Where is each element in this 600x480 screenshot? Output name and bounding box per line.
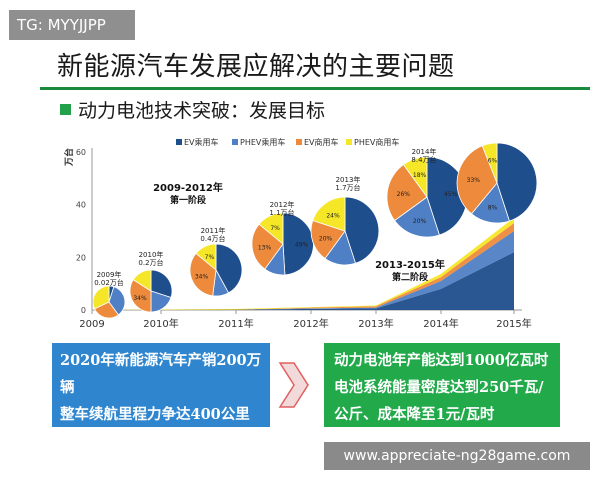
pie-slice-label: 20%: [413, 218, 427, 225]
pie-slice-label: 45%: [444, 191, 458, 198]
x-tick-label: 2014年: [423, 317, 458, 330]
pie-slice-label: 34%: [195, 274, 209, 281]
pie-year-label: 2012年: [270, 200, 295, 209]
pie-slice: [496, 142, 538, 222]
goal-line: 动力电池年产能达到1000亿瓦时: [334, 352, 549, 369]
title-divider: [40, 87, 590, 90]
goal-line: 2020年新能源汽车产销200万辆: [60, 352, 262, 396]
pie-sales-label: 0.2万台: [138, 258, 163, 267]
pie-slice: [481, 142, 498, 184]
goals-box-battery: 动力电池年产能达到1000亿瓦时 电池系统能量密度达到250千瓦/ 公斤、成本降…: [324, 343, 560, 427]
pie-sales-label: 0.4万台: [200, 234, 225, 243]
phase-label: 2009-2012年: [153, 181, 223, 194]
pie-slice: [215, 243, 243, 294]
pie-slice-label: 8%: [488, 205, 498, 212]
pie-slice: [386, 164, 428, 222]
pie-slice: [344, 196, 380, 264]
pie-slice: [310, 219, 346, 260]
pie-slice-label: 13%: [258, 244, 272, 251]
pie-slice-label: 33%: [467, 177, 481, 184]
legend-swatch: [176, 139, 182, 145]
pie-year-label: 2010年: [139, 250, 164, 259]
x-tick-label: 2015年: [496, 317, 531, 330]
x-tick-label: 2012年: [293, 317, 328, 330]
pie-slice: [195, 243, 217, 271]
section-subtitle: 动力电池技术突破：发展目标: [78, 100, 326, 122]
pie-slice-label: 20%: [319, 235, 333, 242]
pie-slice-label: 7%: [205, 254, 215, 261]
x-tick-label: 2013年: [358, 317, 393, 330]
pie-slice: [258, 212, 284, 245]
phase-sublabel: 第一阶段: [170, 194, 207, 206]
y-tick-label: 0: [81, 306, 86, 315]
x-tick-label: 2011年: [218, 317, 253, 330]
legend-label: PHEV商用车: [354, 137, 399, 147]
pie-slice-label: 34%: [133, 295, 147, 302]
watermark-label: TG: MYYJJPP: [9, 10, 135, 40]
pie-slice: [132, 269, 152, 292]
page-title: 新能源汽车发展应解决的主要问题: [57, 52, 455, 82]
phase-label: 2013-2015年: [375, 258, 445, 271]
pie-sales-label: 1.7万台: [335, 183, 360, 192]
pie-slice-label: 49%: [295, 241, 309, 248]
pie-slice: [189, 252, 217, 297]
x-tick-label: 2009: [79, 319, 104, 330]
pie-year-label: 2011年: [201, 226, 226, 235]
pie-slice: [251, 223, 284, 270]
pie-slice-label: 6%: [488, 157, 498, 164]
goals-box-vehicle: 2020年新能源汽车产销200万辆 整车续航里程力争达400公里 购置和使用成本…: [52, 343, 270, 450]
legend-swatch: [346, 139, 352, 145]
pie-year-label: 2013年: [336, 175, 361, 184]
phase-sublabel: 第二阶段: [392, 271, 429, 283]
goal-line: 购置和使用成本与燃油车相当: [60, 433, 249, 450]
y-tick-label: 20: [76, 253, 86, 262]
pie-slice: [456, 145, 498, 215]
pie-sales-label: 0.02万台: [94, 278, 124, 287]
chevron-right-icon: [278, 362, 309, 408]
pie-sales-label: 1.1万台: [269, 208, 294, 217]
pie-year-label: 2014年: [412, 147, 437, 156]
pie-slice: [312, 196, 346, 232]
pie-slice: [93, 301, 119, 319]
pie-slice: [108, 286, 126, 316]
pie-sales-label: 8.4万台: [411, 155, 436, 164]
y-tick-label: 60: [76, 148, 86, 157]
pie-slice-label: 26%: [397, 191, 411, 198]
pie-slice-label: 24%: [326, 213, 340, 220]
pie-slice-label: 18%: [413, 172, 427, 179]
goal-line: 公斤、成本降至1元/瓦时: [334, 406, 495, 423]
pie-slice: [394, 196, 440, 238]
pie-slice: [150, 269, 173, 299]
legend-label: EV乘用车: [184, 137, 219, 147]
y-tick-label: 40: [76, 201, 86, 210]
pie-slice: [402, 156, 428, 199]
pie-slice: [92, 285, 110, 310]
goal-line: 电池系统能量密度达到250千瓦/: [334, 379, 544, 396]
y-axis-title: 万台: [63, 148, 75, 167]
pie-year-label: 2009年: [97, 270, 122, 279]
legend-swatch: [296, 139, 302, 145]
site-url-watermark: www.appreciate-ng28game.com: [324, 442, 590, 470]
legend-label: PHEV乘用车: [240, 137, 285, 147]
legend-label: EV商用车: [304, 137, 339, 147]
pie-slice-label: 7%: [270, 225, 280, 232]
x-tick-label: 2010年: [143, 317, 178, 330]
area-1: [92, 252, 514, 310]
legend-swatch: [232, 139, 238, 145]
square-bullet-icon: [60, 104, 71, 115]
goal-line: 整车续航里程力争达400公里: [60, 406, 250, 423]
